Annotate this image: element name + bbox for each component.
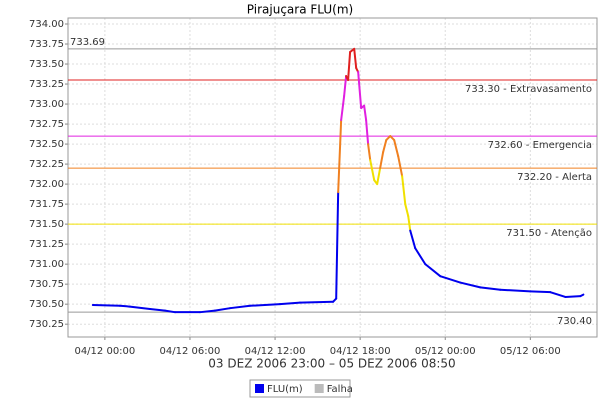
x-tick-label: 04/12 18:00 xyxy=(330,346,391,357)
y-tick-label: 731.50 xyxy=(29,219,64,230)
threshold-label: 732.60 - Emergencia xyxy=(488,140,592,151)
legend-swatch xyxy=(314,384,324,393)
y-tick-label: 730.50 xyxy=(29,299,64,310)
line-segment xyxy=(397,155,404,178)
line-segment xyxy=(367,143,372,162)
line-segment xyxy=(401,175,407,206)
line-segment xyxy=(424,263,442,278)
line-segment xyxy=(228,304,252,310)
line-segment xyxy=(404,203,410,218)
legend-label: Falha xyxy=(327,384,353,395)
line-segment xyxy=(379,151,385,170)
line-segment xyxy=(369,159,376,182)
x-tick-label: 04/12 00:00 xyxy=(74,346,135,357)
legend-swatch xyxy=(255,384,264,393)
line-segment xyxy=(365,119,370,146)
line-segment xyxy=(337,119,343,194)
line-segment xyxy=(118,304,131,308)
threshold-label: 730.40 xyxy=(557,316,592,327)
line-segment xyxy=(347,51,352,82)
line-segment xyxy=(382,139,388,154)
chart-title: Pirajuçara FLU(m) xyxy=(247,3,353,17)
y-tick-label: 733.75 xyxy=(29,39,64,50)
line-segment xyxy=(340,95,346,122)
line-segment xyxy=(529,290,552,294)
y-tick-label: 730.25 xyxy=(29,319,64,330)
line-segment xyxy=(499,288,532,293)
line-segment xyxy=(479,286,502,291)
threshold-label: 733.69 xyxy=(70,37,105,48)
threshold-label: 731.50 - Atenção xyxy=(506,228,592,239)
y-tick-label: 732.50 xyxy=(29,139,64,150)
line-segment xyxy=(409,229,417,250)
line-segment xyxy=(439,275,462,284)
x-tick-label: 04/12 06:00 xyxy=(160,346,221,357)
y-tick-label: 732.25 xyxy=(29,159,64,170)
line-segment xyxy=(91,303,121,307)
line-segment xyxy=(249,303,282,307)
y-tick-label: 731.00 xyxy=(29,259,64,270)
line-segment xyxy=(213,307,231,312)
line-segment xyxy=(343,75,348,98)
threshold-label: 732.20 - Alerta xyxy=(517,172,592,183)
x-tick-label: 05/12 06:00 xyxy=(500,346,561,357)
line-segment xyxy=(357,71,363,110)
line-segment xyxy=(393,139,400,158)
line-segment xyxy=(353,47,358,70)
line-segment xyxy=(414,247,427,266)
line-segment xyxy=(335,191,340,300)
line-segment xyxy=(164,309,176,314)
y-tick-label: 734.00 xyxy=(29,19,64,30)
plot-frame xyxy=(67,17,598,338)
y-tick-label: 731.25 xyxy=(29,239,64,250)
line-segment xyxy=(363,104,368,122)
line-segment xyxy=(199,309,216,314)
y-tick-label: 733.25 xyxy=(29,79,64,90)
threshold-label: 733.30 - Extravasamento xyxy=(465,84,592,95)
y-tick-label: 732.00 xyxy=(29,179,64,190)
line-segment xyxy=(564,295,582,298)
legend-label: FLU(m) xyxy=(267,384,303,395)
line-segment xyxy=(299,300,335,304)
legend-box xyxy=(249,379,351,398)
y-tick-label: 733.00 xyxy=(29,99,64,110)
y-tick-label: 733.50 xyxy=(29,59,64,70)
line-segment xyxy=(549,291,567,298)
y-tick-label: 732.75 xyxy=(29,119,64,130)
x-tick-label: 04/12 12:00 xyxy=(245,346,306,357)
line-segment xyxy=(148,307,167,312)
line-segment xyxy=(407,215,412,232)
line-segment xyxy=(128,305,151,310)
line-segment xyxy=(376,167,382,186)
line-segment xyxy=(279,301,302,306)
x-tick-label: 05/12 00:00 xyxy=(415,346,476,357)
line-segment xyxy=(579,293,585,298)
x-axis-label: 03 DEZ 2006 23:00 – 05 DEZ 2006 08:50 xyxy=(208,357,455,371)
line-segment xyxy=(459,281,482,289)
y-tick-label: 730.75 xyxy=(29,279,64,290)
y-tick-label: 731.75 xyxy=(29,199,64,210)
